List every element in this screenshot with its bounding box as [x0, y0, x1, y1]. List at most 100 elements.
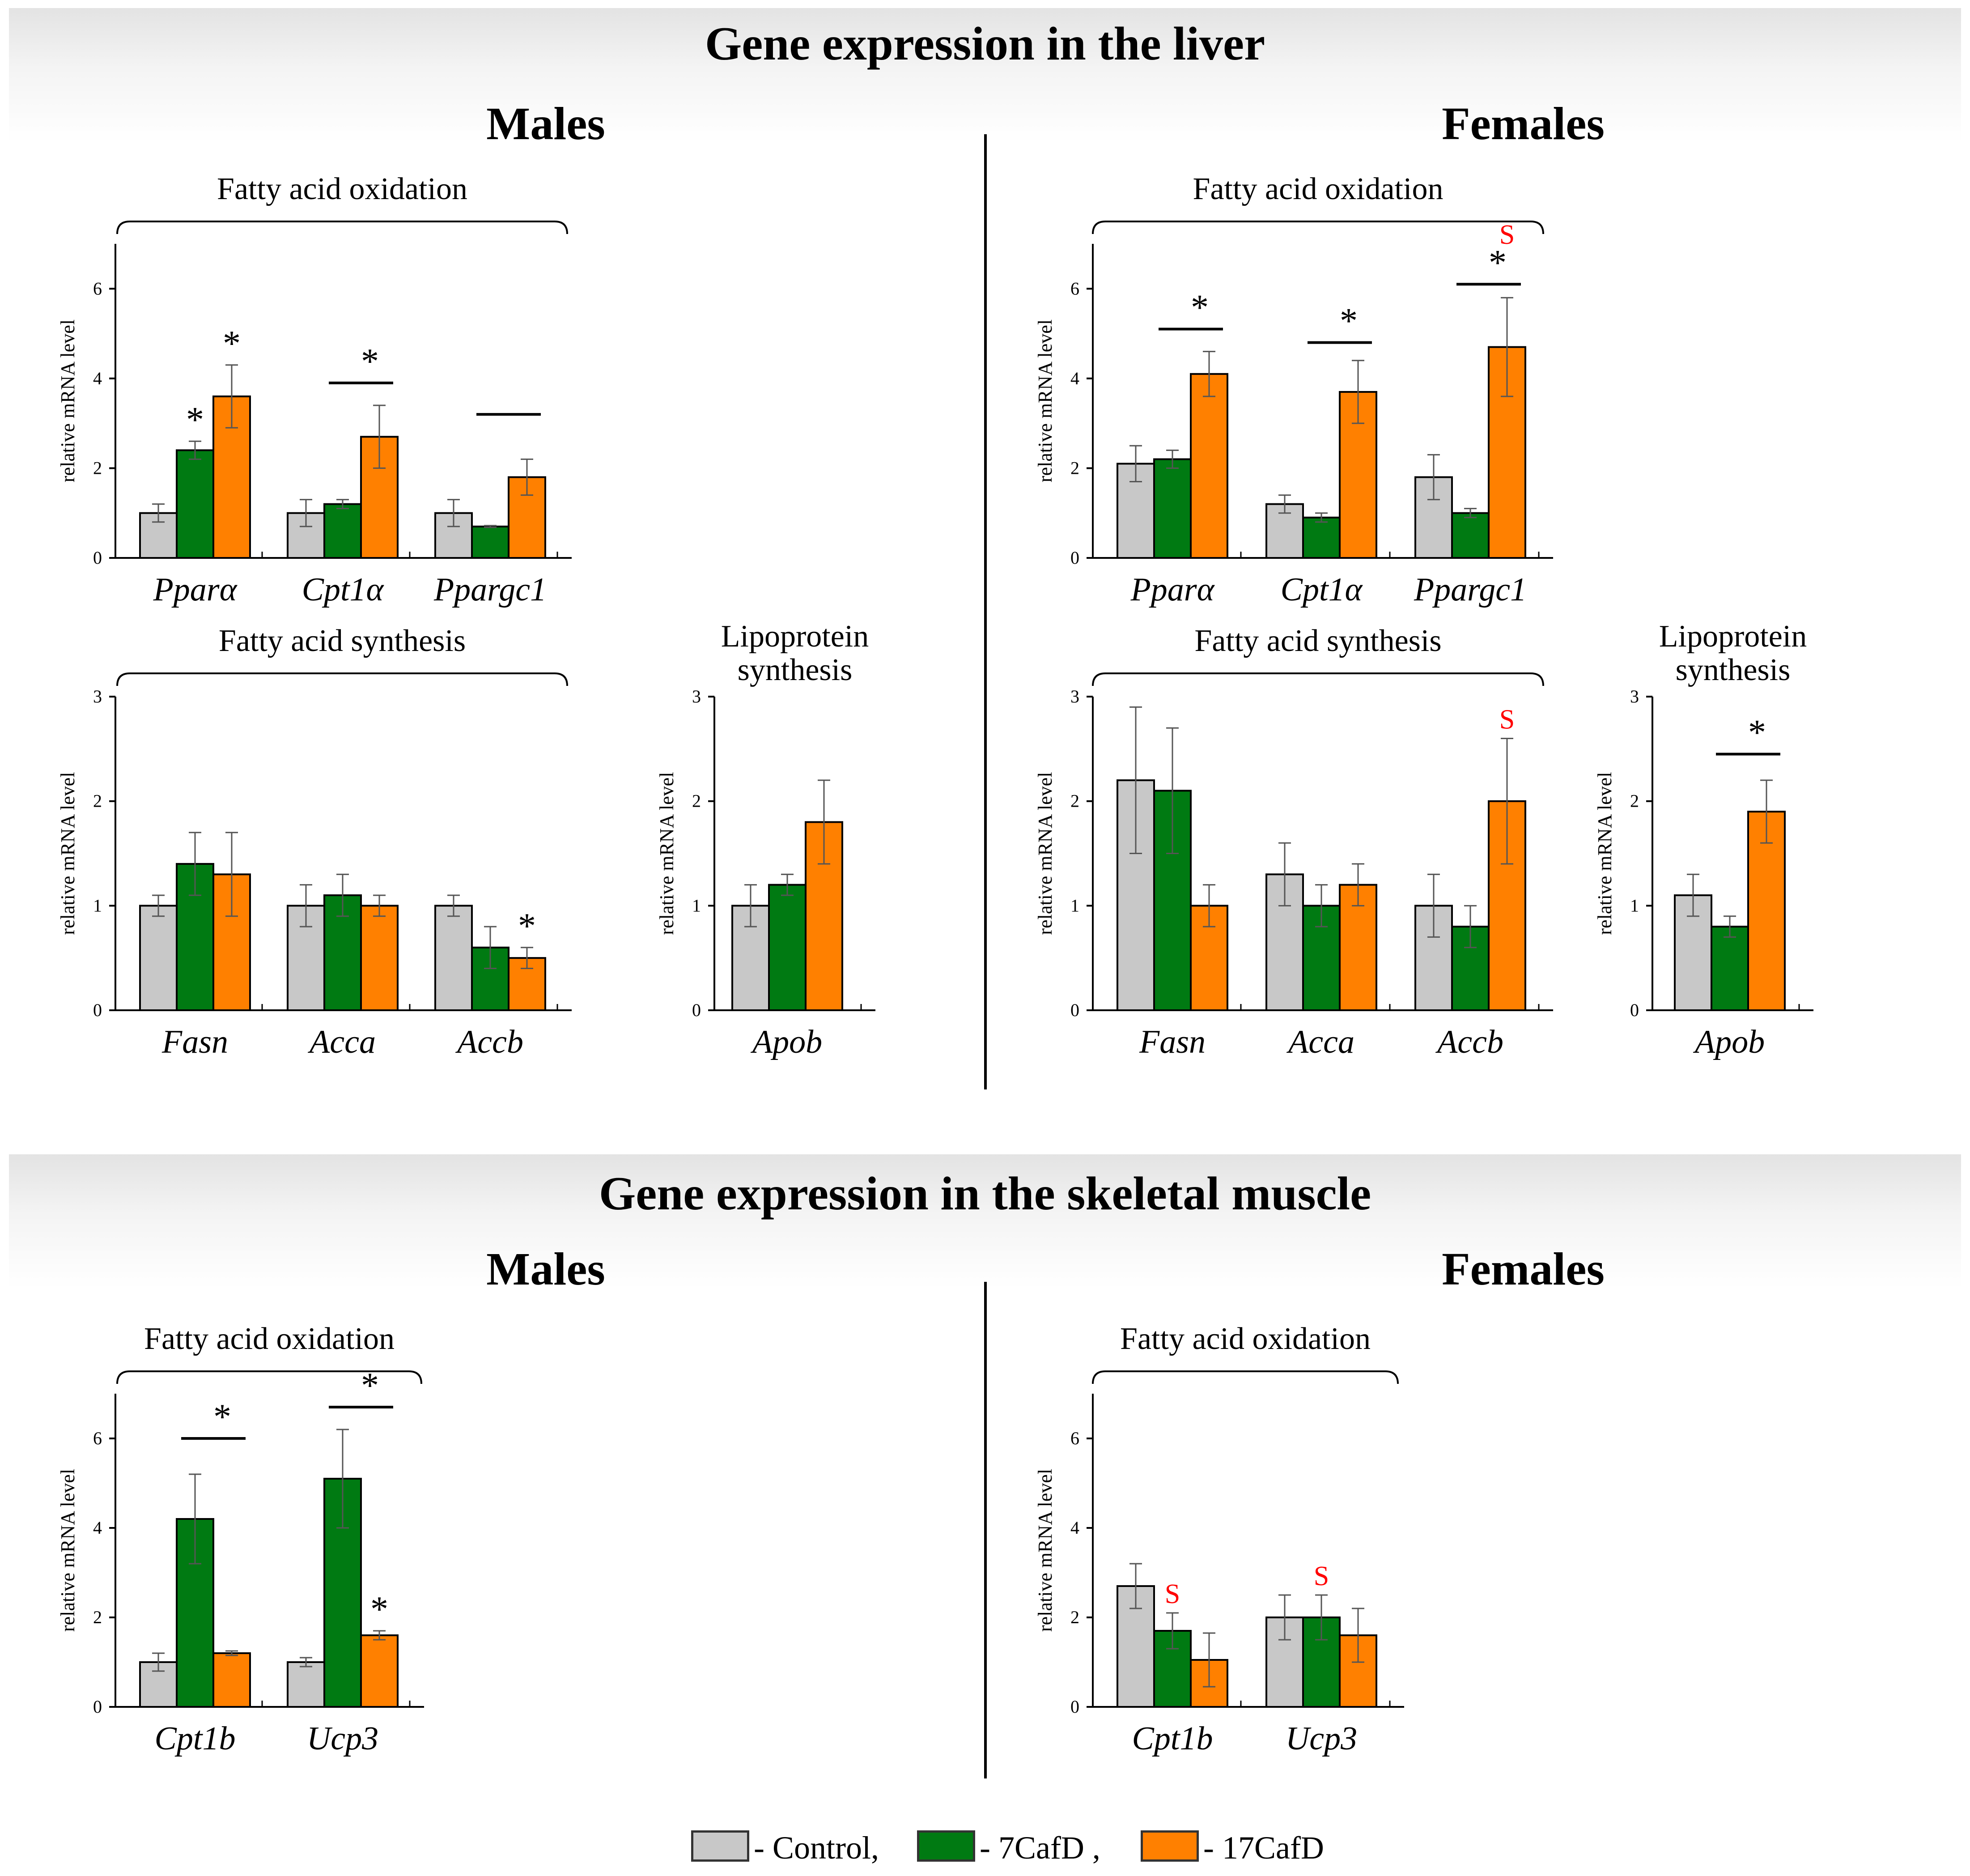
group-label: Fatty acid oxidation	[217, 172, 467, 206]
category-label: Ppargc1	[1414, 571, 1527, 608]
group-brace	[1092, 1370, 1399, 1384]
liver-males-title: Males	[486, 98, 605, 149]
bar	[360, 905, 399, 1012]
category-label: Ucp3	[307, 1720, 378, 1757]
legend-swatch-7cafd	[917, 1830, 975, 1862]
group-label: Fatty acid oxidation	[144, 1322, 395, 1356]
y-tick-label: 2	[692, 791, 701, 811]
y-tick-label: 0	[1070, 1697, 1079, 1717]
bar	[323, 503, 362, 559]
y-tick-label: 1	[93, 895, 102, 915]
bar	[1302, 516, 1341, 559]
significance-mark: *	[1340, 302, 1358, 341]
significance-mark: *	[1191, 288, 1209, 328]
y-tick-label: 0	[1630, 1000, 1639, 1020]
significance-mark: *	[1748, 713, 1766, 753]
bar	[1265, 1617, 1304, 1708]
legend-label-7cafd: - 7CafD ,	[980, 1830, 1100, 1866]
category-label: Accb	[1435, 1024, 1503, 1060]
liver-section-title: Gene expression in the liver	[705, 17, 1265, 70]
bar	[434, 905, 473, 1012]
significance-mark: *	[213, 1397, 231, 1437]
liver-divider	[984, 134, 987, 1089]
y-tick-label: 2	[1070, 791, 1079, 811]
significance-s-mark: S	[1165, 1579, 1180, 1609]
y-tick-label: 0	[93, 548, 102, 568]
bar	[287, 1661, 325, 1708]
y-tick-label: 1	[1070, 895, 1079, 915]
legend-swatch-control	[691, 1830, 749, 1862]
significance-mark: *	[518, 906, 536, 946]
y-tick-label: 0	[1070, 1000, 1079, 1020]
bar	[176, 449, 214, 559]
bar	[1451, 926, 1490, 1011]
y-tick-label: 1	[692, 895, 701, 915]
y-axis-label: relative mRNA level	[57, 319, 79, 482]
y-tick-label: 6	[93, 1428, 102, 1448]
significance-s-mark: S	[1499, 220, 1515, 250]
y-tick-label: 3	[93, 686, 102, 706]
y-tick-label: 6	[1070, 278, 1079, 298]
bar	[1451, 512, 1490, 559]
category-label: Pparα	[153, 571, 238, 608]
legend-label-control: - Control,	[754, 1830, 879, 1866]
y-axis-label: relative mRNA level	[57, 772, 79, 935]
category-label: Fasn	[161, 1024, 228, 1060]
significance-mark: *	[361, 342, 379, 381]
y-axis-label: relative mRNA level	[1594, 772, 1616, 935]
significance-s-mark: S	[1314, 1561, 1329, 1591]
y-axis-label: relative mRNA level	[1034, 1469, 1056, 1632]
bar	[1339, 884, 1377, 1011]
y-tick-label: 2	[1630, 791, 1639, 811]
y-axis-label: relative mRNA level	[1034, 772, 1056, 935]
group-label: Fatty acid oxidation	[1193, 172, 1444, 206]
significance-mark: *	[186, 400, 204, 439]
group-label-line2: synthesis	[738, 653, 853, 687]
bar	[1711, 926, 1749, 1011]
category-label: Apob	[1693, 1024, 1765, 1060]
category-label: Acca	[307, 1024, 376, 1060]
category-label: Acca	[1286, 1024, 1354, 1060]
muscle-females-title: Females	[1442, 1243, 1605, 1295]
y-tick-label: 2	[1070, 458, 1079, 478]
category-label: Cpt1α	[1281, 571, 1363, 608]
category-label: Cpt1α	[302, 571, 385, 608]
group-brace	[116, 672, 568, 686]
y-tick-label: 0	[93, 1000, 102, 1020]
y-tick-label: 2	[93, 791, 102, 811]
y-tick-label: 2	[93, 1607, 102, 1627]
muscle-header-band	[9, 1154, 1961, 1289]
group-brace	[116, 221, 568, 234]
category-label: Pparα	[1130, 571, 1215, 608]
y-tick-label: 0	[692, 1000, 701, 1020]
group-label: Fatty acid synthesis	[219, 624, 466, 658]
y-tick-label: 6	[1070, 1428, 1079, 1448]
liver-header-band	[9, 8, 1961, 142]
y-axis-label: relative mRNA level	[1034, 319, 1056, 482]
significance-mark: *	[223, 324, 241, 363]
group-label: Fatty acid synthesis	[1194, 624, 1441, 658]
bar	[212, 1652, 251, 1708]
significance-mark: *	[361, 1366, 379, 1405]
group-label-line1: Lipoprotein	[1659, 619, 1807, 654]
group-brace	[116, 1370, 422, 1384]
bar	[471, 525, 509, 559]
bar	[1747, 811, 1786, 1011]
bar	[768, 884, 807, 1011]
y-tick-label: 3	[1070, 686, 1079, 706]
y-axis-label: relative mRNA level	[656, 772, 678, 935]
liver-females-title: Females	[1442, 98, 1605, 149]
muscle-divider	[984, 1282, 987, 1778]
significance-s-mark: S	[1499, 704, 1515, 735]
group-label-line2: synthesis	[1676, 653, 1791, 687]
y-tick-label: 4	[1070, 368, 1079, 388]
legend-swatch-17cafd	[1141, 1830, 1199, 1862]
muscle-section-title: Gene expression in the skeletal muscle	[599, 1167, 1371, 1220]
significance-mark: *	[370, 1590, 388, 1629]
y-tick-label: 4	[93, 368, 102, 388]
y-tick-label: 2	[93, 458, 102, 478]
group-label-line1: Lipoprotein	[721, 619, 869, 654]
group-brace	[1092, 221, 1544, 234]
significance-mark: *	[1489, 243, 1507, 282]
